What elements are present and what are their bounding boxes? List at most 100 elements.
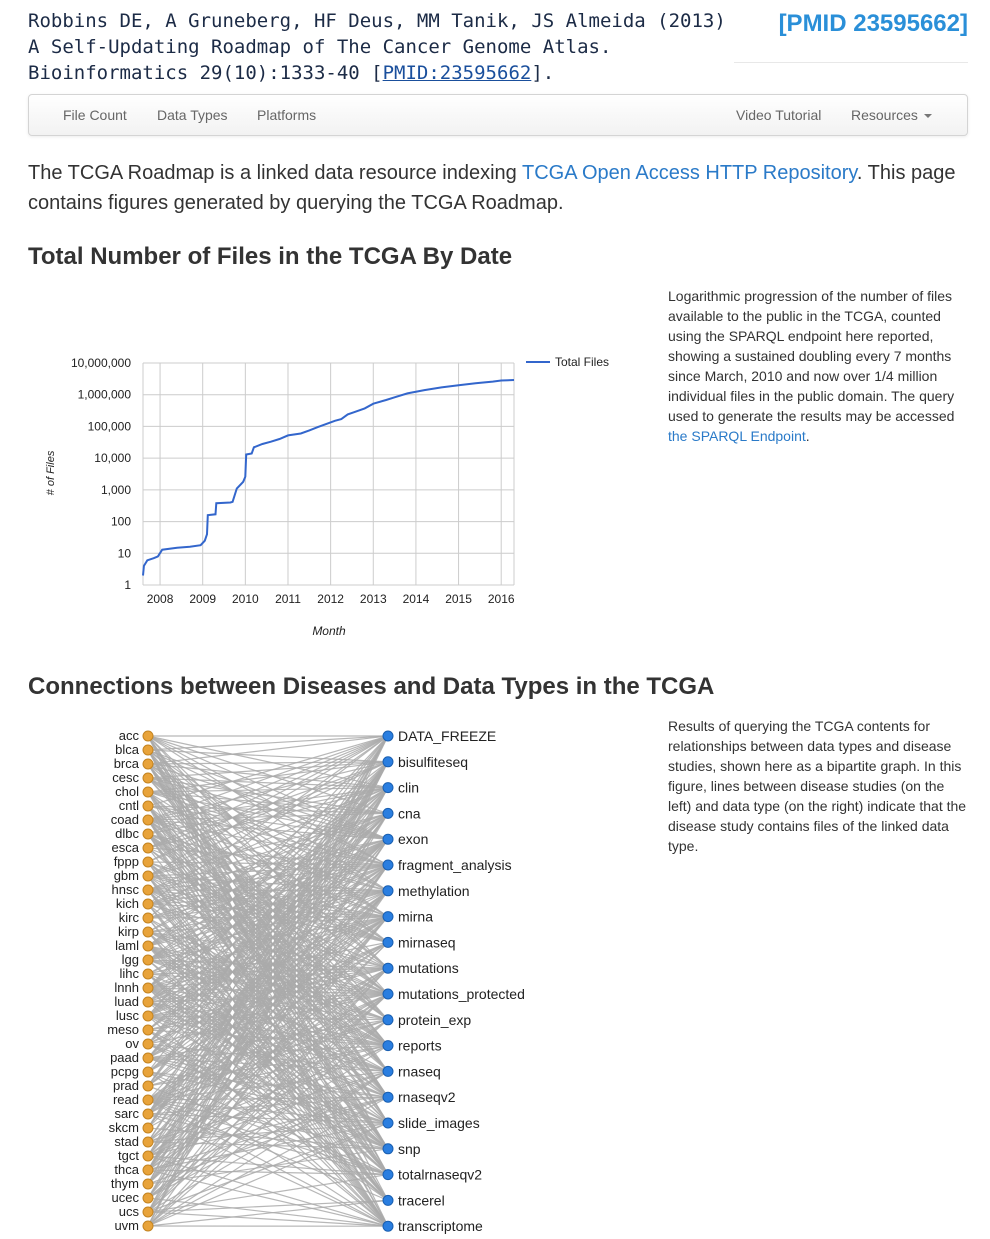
- datatype-node[interactable]: [382, 1143, 394, 1155]
- disease-node[interactable]: [142, 786, 154, 798]
- datatype-label: fragment_analysis: [398, 857, 512, 873]
- disease-node[interactable]: [142, 1066, 154, 1078]
- disease-node[interactable]: [142, 744, 154, 756]
- datatype-node[interactable]: [382, 807, 394, 819]
- datatype-node[interactable]: [382, 756, 394, 768]
- graph-edge: [147, 890, 389, 1059]
- disease-node[interactable]: [142, 758, 154, 770]
- disease-node[interactable]: [142, 1108, 154, 1120]
- tcga-repository-link[interactable]: TCGA Open Access HTTP Repository: [521, 162, 857, 184]
- datatype-node[interactable]: [382, 782, 394, 794]
- datatype-label: reports: [398, 1038, 442, 1054]
- disease-node[interactable]: [142, 1052, 154, 1064]
- graph-edge: [147, 993, 389, 1199]
- nav-platforms[interactable]: Platforms: [257, 107, 317, 123]
- graph-edge: [147, 890, 389, 1143]
- disease-node[interactable]: [142, 926, 154, 938]
- disease-node[interactable]: [142, 814, 154, 826]
- files-by-date-chart: 1 10 100 1,000 10,000 100,000 1,000,000 10,000,…: [45, 355, 609, 638]
- datatype-node[interactable]: [382, 1040, 394, 1052]
- graph-edge: [147, 787, 389, 849]
- datatype-node[interactable]: [382, 1169, 394, 1181]
- disease-node[interactable]: [142, 800, 154, 812]
- disease-node[interactable]: [142, 1024, 154, 1036]
- sparql-endpoint-link[interactable]: the SPARQL Endpoint: [668, 428, 806, 444]
- datatype-node[interactable]: [382, 936, 394, 948]
- disease-node[interactable]: [142, 1192, 154, 1204]
- disease-node[interactable]: [142, 884, 154, 896]
- files-description-end: .: [805, 428, 810, 444]
- datatype-node[interactable]: [382, 833, 394, 845]
- datatype-node[interactable]: [382, 885, 394, 897]
- datatype-node[interactable]: [382, 859, 394, 871]
- graph-edge: [147, 735, 389, 1227]
- citation-text: Robbins DE, A Gruneberg, HF Deus, MM Tan…: [28, 10, 726, 84]
- disease-node[interactable]: [142, 996, 154, 1008]
- disease-node[interactable]: [142, 912, 154, 924]
- disease-node[interactable]: [142, 1220, 154, 1232]
- y-tick-label: 1: [124, 578, 131, 592]
- nav-resources-dropdown[interactable]: Resources: [851, 95, 932, 135]
- disease-node[interactable]: [142, 1122, 154, 1134]
- datatype-label: exon: [398, 831, 428, 847]
- graph-edge: [147, 812, 389, 1059]
- disease-node[interactable]: [142, 968, 154, 980]
- graph-edge: [147, 838, 389, 1101]
- graph-edge: [147, 838, 389, 1115]
- graph-edge: [147, 787, 389, 1171]
- graph-edge: [147, 735, 389, 1157]
- disease-node[interactable]: [142, 982, 154, 994]
- disease-label: meso: [107, 1022, 139, 1037]
- disease-label: blca: [115, 742, 140, 757]
- disease-node[interactable]: [142, 870, 154, 882]
- disease-label: thca: [114, 1162, 139, 1177]
- datatype-node[interactable]: [382, 962, 394, 974]
- pmid-badge-link[interactable]: [PMID 23595662]: [778, 10, 968, 37]
- disease-node[interactable]: [142, 828, 154, 840]
- datatype-node[interactable]: [382, 1014, 394, 1026]
- graph-edge: [147, 916, 389, 1087]
- disease-node[interactable]: [142, 1080, 154, 1092]
- intro-text-after: . This page contains figures generated b…: [28, 162, 956, 214]
- nav-data-types[interactable]: Data Types: [157, 107, 228, 123]
- disease-label: thym: [111, 1176, 139, 1191]
- datatype-node[interactable]: [382, 1194, 394, 1206]
- disease-node[interactable]: [142, 730, 154, 742]
- graph-edge: [147, 864, 389, 947]
- disease-node[interactable]: [142, 1178, 154, 1190]
- disease-node[interactable]: [142, 1164, 154, 1176]
- disease-label: kirp: [118, 924, 139, 939]
- disease-node[interactable]: [142, 1136, 154, 1148]
- disease-node[interactable]: [142, 940, 154, 952]
- datatype-node[interactable]: [382, 1220, 394, 1232]
- datatype-node[interactable]: [382, 1091, 394, 1103]
- datatype-node[interactable]: [382, 730, 394, 742]
- graph-edge: [147, 761, 389, 821]
- disease-node[interactable]: [142, 898, 154, 910]
- datatype-node[interactable]: [382, 1065, 394, 1077]
- disease-node[interactable]: [142, 1094, 154, 1106]
- datatype-node[interactable]: [382, 988, 394, 1000]
- datatype-node[interactable]: [382, 911, 394, 923]
- pmid-link[interactable]: PMID:23595662: [382, 62, 532, 84]
- datatype-node[interactable]: [382, 1117, 394, 1129]
- nav-video-tutorial[interactable]: Video Tutorial: [736, 107, 822, 123]
- disease-node[interactable]: [142, 1010, 154, 1022]
- disease-label: kich: [116, 896, 139, 911]
- disease-node[interactable]: [142, 1150, 154, 1162]
- graph-edge: [147, 735, 389, 765]
- graph-edge: [147, 761, 389, 1185]
- disease-node[interactable]: [142, 842, 154, 854]
- disease-label: uvm: [114, 1218, 139, 1233]
- nav-file-count[interactable]: File Count: [63, 107, 127, 123]
- graph-edge: [147, 931, 389, 1227]
- graph-edge: [147, 875, 389, 918]
- disease-node[interactable]: [142, 1206, 154, 1218]
- disease-node[interactable]: [142, 856, 154, 868]
- disease-node[interactable]: [142, 1038, 154, 1050]
- disease-node[interactable]: [142, 954, 154, 966]
- graph-edge: [147, 864, 389, 1171]
- graph-edge: [147, 890, 389, 1129]
- graph-edge: [147, 787, 389, 1227]
- disease-node[interactable]: [142, 772, 154, 784]
